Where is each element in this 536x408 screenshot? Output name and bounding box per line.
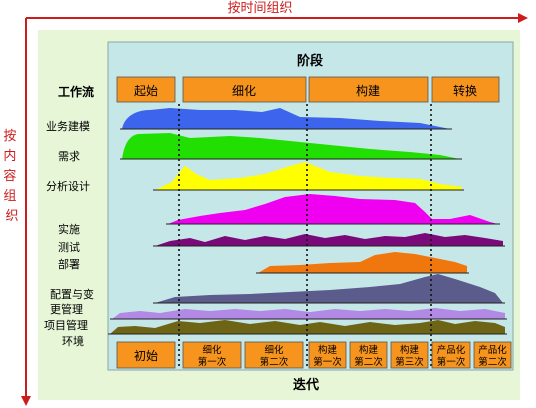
iteration-box — [473, 341, 512, 369]
iteration-box — [182, 341, 242, 369]
iteration-label: 第一次 — [437, 356, 466, 368]
phase-box-inception — [116, 76, 176, 103]
iteration-label: 构建 — [359, 344, 379, 356]
content-axis-char: 按 — [3, 129, 16, 144]
workflow-label-config-change-2: 更管理 — [50, 302, 83, 316]
phase-label: 构建 — [356, 83, 380, 98]
workflow-label-deployment: 部署 — [58, 257, 80, 271]
hump-test — [155, 233, 503, 246]
workflow-label-requirements: 需求 — [58, 150, 80, 163]
iteration-label: 构建 — [400, 344, 420, 356]
hump-deployment — [258, 252, 467, 273]
hump-config-change — [155, 274, 503, 303]
iteration-box — [308, 341, 347, 369]
hump-requirements — [122, 133, 460, 159]
iteration-label: 第二次 — [260, 356, 289, 368]
axes: 按时间组织 按 内 容 组 织 — [3, 1, 528, 406]
workflow-label-analysis-design: 分析设计 — [46, 179, 90, 193]
iteration-label: 产品化 — [437, 344, 466, 356]
time-axis-label: 按时间组织 — [227, 1, 292, 16]
workflow-label-business-modeling: 业务建模 — [46, 119, 90, 133]
iteration-box — [349, 341, 388, 369]
iteration-label: 第一次 — [313, 356, 342, 368]
iteration-box — [116, 341, 176, 369]
phase-box-transition — [431, 76, 500, 103]
content-axis-char: 容 — [3, 168, 16, 184]
iteration-box — [390, 341, 429, 369]
hump-analysis-design — [155, 162, 462, 190]
hump-business-modeling — [122, 108, 450, 129]
content-axis-char: 织 — [5, 209, 18, 224]
iteration-label: 第二次 — [478, 356, 507, 368]
iteration-bar: 初始 细化 第一次 细化 第二次 构建 第一次 构建 第二次 构建 第三次 产品… — [116, 341, 512, 369]
iteration-label: 构建 — [318, 344, 338, 356]
iteration-label: 第二次 — [354, 356, 383, 368]
phase-header: 阶段 — [297, 53, 323, 69]
iteration-label: 初始 — [134, 349, 158, 363]
phase-boundaries — [178, 104, 432, 368]
hump-environment — [110, 320, 505, 334]
workflow-label-implementation: 实施 — [58, 222, 80, 236]
content-axis-char: 组 — [3, 189, 16, 204]
iteration-label: 第三次 — [395, 356, 424, 368]
workflow-label-config-change-1: 配置与变 — [50, 287, 94, 301]
iteration-box — [431, 341, 471, 369]
iteration-box — [244, 341, 304, 369]
workflow-label-project-management: 项目管理 — [44, 318, 88, 332]
workflow-label-environment: 环境 — [62, 334, 84, 348]
phase-label: 转换 — [453, 83, 477, 98]
workflow-humps — [108, 108, 507, 335]
phase-label: 起始 — [134, 84, 158, 98]
iteration-label: 产品化 — [478, 344, 507, 356]
iteration-footer: 迭代 — [293, 377, 319, 393]
workflow-label-test: 测试 — [58, 241, 80, 254]
time-axis-arrow-icon — [518, 13, 528, 23]
phase-box-construction — [308, 76, 429, 103]
content-axis-arrow-icon — [21, 396, 31, 406]
phase-bar: 起始 细化 构建 转换 — [116, 76, 500, 103]
workflow-labels: 业务建模 需求 分析设计 实施 测试 部署 配置与变 更管理 项目管理 环境 — [44, 119, 94, 348]
hump-implementation — [168, 194, 498, 224]
iteration-label: 第一次 — [198, 356, 227, 368]
iteration-label: 细化 — [264, 344, 284, 356]
phase-label: 细化 — [232, 84, 256, 98]
workflow-header: 工作流 — [58, 84, 94, 99]
content-axis-label: 按 内 容 组 织 — [3, 129, 20, 224]
content-axis-char: 内 — [3, 148, 16, 164]
iteration-label: 细化 — [202, 344, 222, 356]
hump-project-management — [112, 308, 505, 319]
phase-box-elaboration — [182, 76, 307, 103]
